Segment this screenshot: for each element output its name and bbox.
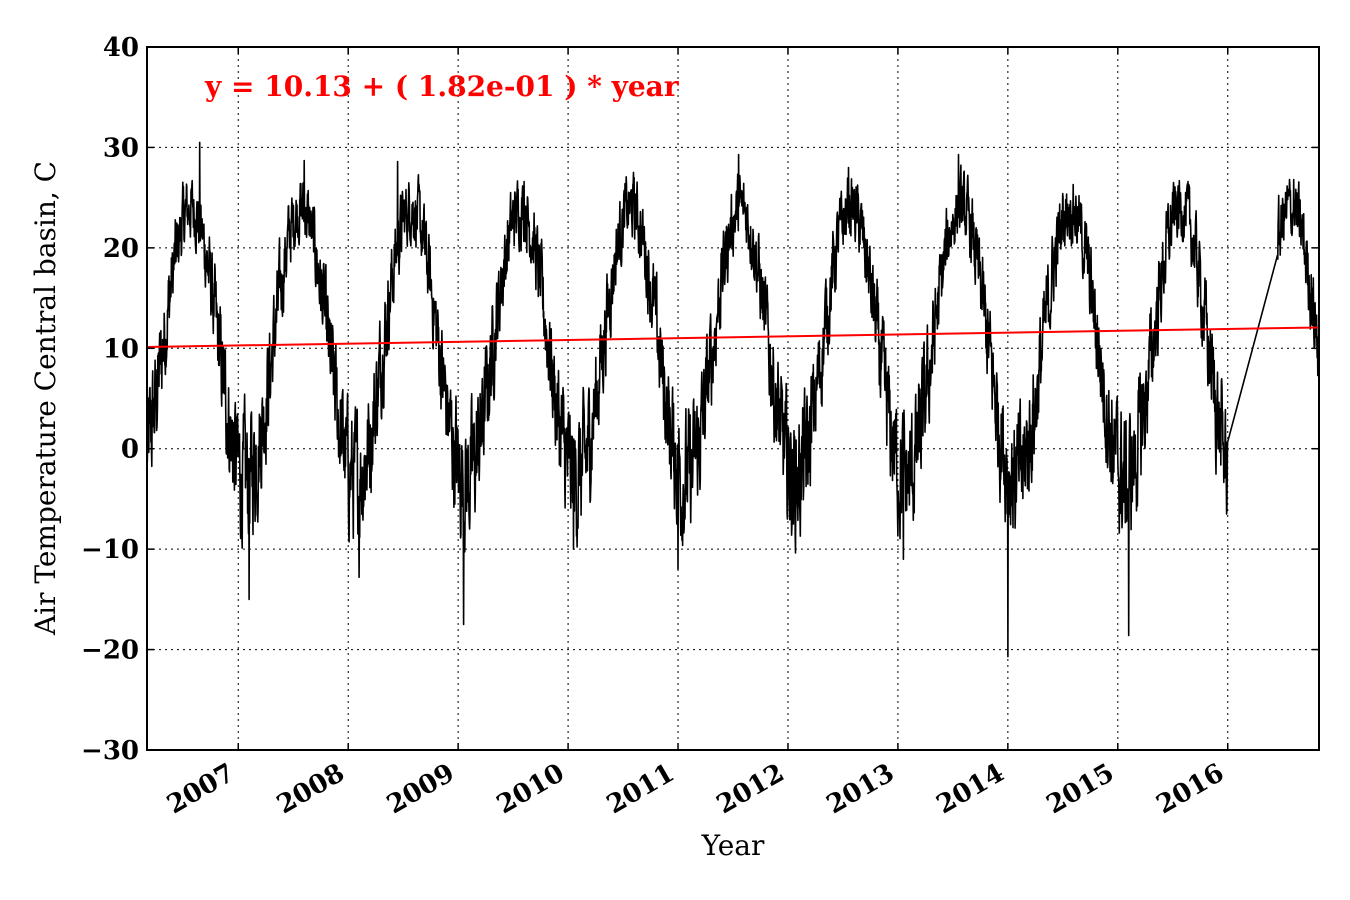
plot-frame [146,46,1320,751]
y-axis-ticks: −30 −20 −10 0 10 20 30 40 [81,33,1319,766]
x-tick-label: 2010 [492,758,570,820]
x-tick-label: 2008 [272,758,350,820]
regression-equation: y = 10.13 + ( 1.82e-01 ) * year [204,70,680,103]
temperature-series-line [146,141,1320,658]
y-tick-label: 0 [121,435,139,465]
y-tick-label: −30 [81,736,139,766]
y-tick-label: 40 [103,33,139,63]
y-tick-label: −10 [81,535,139,565]
y-tick-label: 20 [103,234,139,264]
x-tick-label: 2012 [712,758,790,820]
x-axis-label: Year [701,829,765,862]
y-tick-label: 30 [103,133,139,163]
x-tick-label: 2016 [1152,758,1230,820]
x-tick-label: 2015 [1042,758,1120,820]
series-layer [146,141,1320,658]
x-tick-label: 2011 [602,758,680,820]
x-tick-label: 2007 [162,758,240,820]
x-tick-label: 2009 [382,758,460,820]
trend-line [146,326,1320,348]
x-tick-label: 2013 [822,758,900,820]
trend-layer [146,326,1320,348]
y-axis-label: Air Temperature Central basin, C [29,161,62,636]
y-tick-label: −20 [81,636,139,666]
x-tick-label: 2014 [932,758,1010,820]
y-tick-label: 10 [103,334,139,364]
